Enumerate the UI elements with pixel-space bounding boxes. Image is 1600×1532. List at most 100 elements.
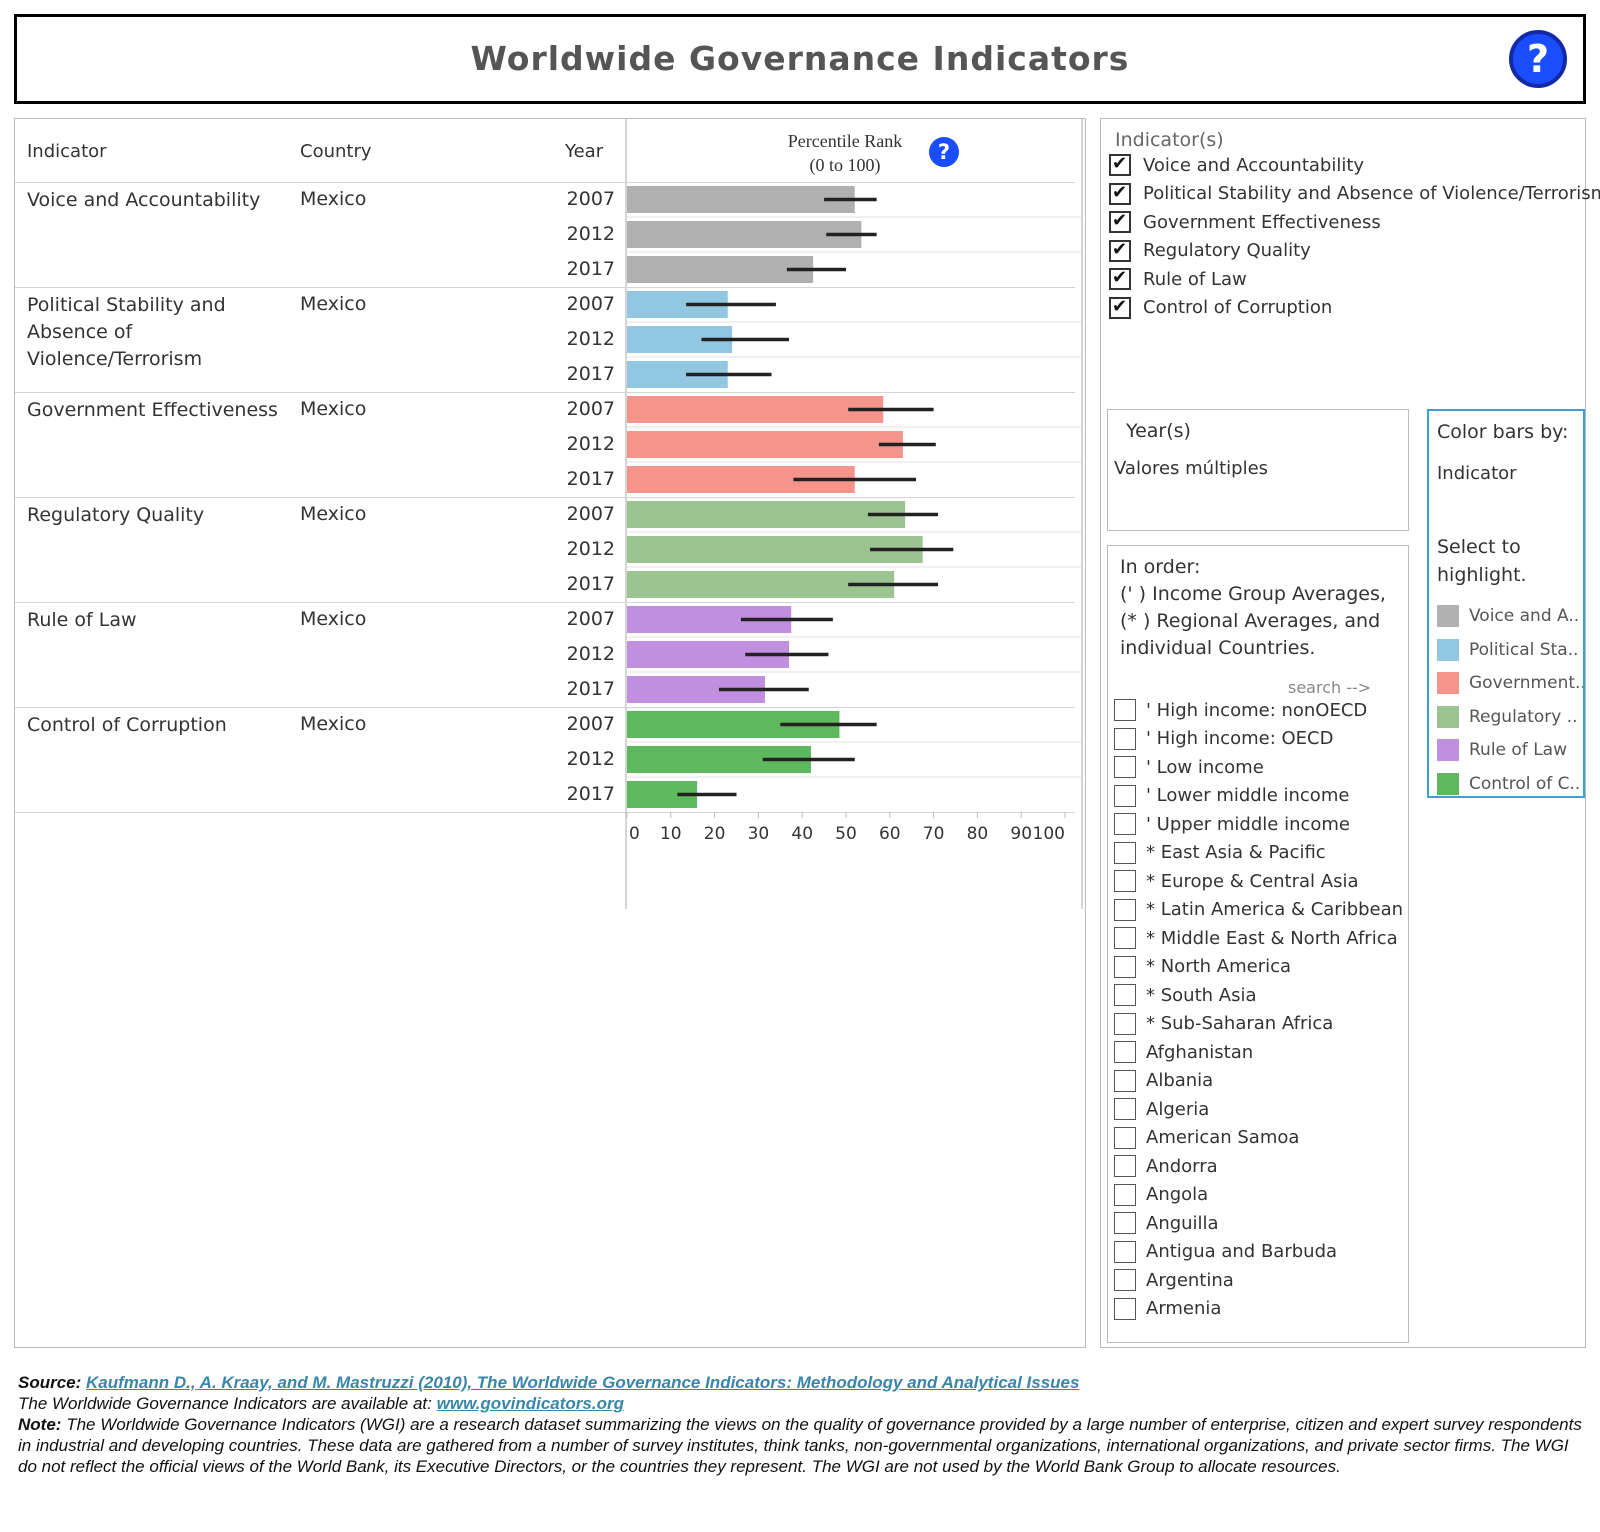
years-filter-value[interactable]: Valores múltiples	[1114, 458, 1269, 479]
checkbox[interactable]	[1114, 870, 1136, 892]
checkbox[interactable]	[1114, 1269, 1136, 1291]
legend-item[interactable]: Regulatory ..	[1437, 704, 1578, 730]
indicator-option[interactable]: Voice and Accountability	[1109, 151, 1364, 179]
checkbox[interactable]	[1114, 1183, 1136, 1206]
country-option[interactable]: * Latin America & Caribbean	[1114, 896, 1403, 924]
footer: Source: Kaufmann D., A. Kraay, and M. Ma…	[18, 1372, 1588, 1477]
checkbox[interactable]	[1114, 813, 1136, 835]
bar[interactable]	[627, 501, 906, 528]
country-option-label: * North America	[1146, 956, 1292, 977]
checkbox[interactable]	[1109, 239, 1131, 262]
country-option[interactable]: ' Upper middle income	[1114, 810, 1350, 838]
checkbox[interactable]	[1109, 267, 1131, 290]
country-option[interactable]: Armenia	[1114, 1295, 1221, 1323]
country-option-label: ' High income: nonOECD	[1146, 699, 1368, 721]
bar[interactable]	[627, 431, 903, 458]
axis-tick-label: 40	[791, 824, 813, 844]
country-option[interactable]: ' High income: nonOECD	[1114, 696, 1367, 724]
indicator-option[interactable]: Regulatory Quality	[1109, 237, 1311, 265]
country-option-label: American Samoa	[1146, 1127, 1300, 1148]
question-circle-icon[interactable]: ?	[1509, 30, 1567, 88]
country-option[interactable]: American Samoa	[1114, 1124, 1299, 1152]
axis-title-line2: (0 to 100)	[809, 155, 881, 175]
checkbox[interactable]	[1114, 1297, 1136, 1320]
country-option[interactable]: Anguilla	[1114, 1209, 1219, 1237]
bar[interactable]	[627, 221, 862, 248]
search-link[interactable]: search -->	[1288, 678, 1372, 697]
country-option[interactable]: Albania	[1114, 1067, 1213, 1095]
checkbox[interactable]	[1114, 1212, 1136, 1234]
country-option[interactable]: Afghanistan	[1114, 1038, 1253, 1066]
country-option[interactable]: * Sub-Saharan Africa	[1114, 1010, 1333, 1038]
checkbox[interactable]	[1114, 1126, 1136, 1149]
checkbox[interactable]	[1109, 153, 1131, 176]
indicator-name: Government Effectiveness	[27, 399, 278, 421]
checkbox[interactable]	[1109, 296, 1131, 319]
source-link[interactable]: Kaufmann D., A. Kraay, and M. Mastruzzi …	[86, 1373, 1080, 1392]
app-title: Worldwide Governance Indicators	[470, 39, 1130, 78]
bar[interactable]	[627, 186, 855, 213]
checkbox[interactable]	[1114, 1041, 1136, 1063]
country-option-label: ' Upper middle income	[1146, 813, 1351, 835]
checkbox[interactable]	[1114, 756, 1136, 778]
indicator-option-label: Rule of Law	[1143, 268, 1247, 290]
checkbox[interactable]	[1109, 210, 1131, 233]
year-label: 2017	[566, 678, 615, 700]
bar[interactable]	[627, 396, 884, 423]
note-label: Note:	[18, 1415, 62, 1434]
checkbox[interactable]	[1114, 841, 1136, 864]
indicator-name: Rule of Law	[27, 609, 137, 631]
checkbox[interactable]	[1114, 1155, 1136, 1177]
country-option[interactable]: ' High income: OECD	[1114, 725, 1333, 753]
legend-item[interactable]: Voice and A..	[1437, 603, 1579, 629]
country-option[interactable]: * East Asia & Pacific	[1114, 839, 1326, 867]
checkbox[interactable]	[1114, 1012, 1136, 1035]
year-label: 2017	[566, 258, 615, 280]
available-text: The Worldwide Governance Indicators are …	[18, 1394, 432, 1413]
checkbox[interactable]	[1114, 927, 1136, 949]
indicator-option[interactable]: Government Effectiveness	[1109, 208, 1381, 236]
legend-item[interactable]: Government..	[1437, 670, 1583, 696]
checkbox[interactable]	[1109, 182, 1131, 205]
checkbox[interactable]	[1114, 955, 1136, 978]
axis-tick-label: 0	[629, 824, 640, 844]
country-option[interactable]: * South Asia	[1114, 981, 1256, 1009]
checkbox[interactable]	[1114, 727, 1136, 750]
checkbox[interactable]	[1114, 1069, 1136, 1092]
country-option[interactable]: * Middle East & North Africa	[1114, 924, 1398, 952]
footer-available-line: The Worldwide Governance Indicators are …	[18, 1393, 1588, 1414]
year-label: 2012	[566, 748, 615, 770]
color-legend: Color bars by: Indicator Select to highl…	[1427, 409, 1585, 798]
country-option[interactable]: Argentina	[1114, 1266, 1234, 1294]
legend-item[interactable]: Rule of Law	[1437, 737, 1567, 763]
years-filter[interactable]: Year(s) Valores múltiples	[1107, 409, 1409, 531]
country-option-label: Argentina	[1146, 1269, 1234, 1291]
country-option[interactable]: Andorra	[1114, 1152, 1218, 1180]
indicator-option[interactable]: Rule of Law	[1109, 265, 1247, 293]
country-option[interactable]: ' Lower middle income	[1114, 782, 1349, 810]
checkbox[interactable]	[1114, 984, 1136, 1006]
checkbox[interactable]	[1114, 1098, 1136, 1120]
checkbox[interactable]	[1114, 699, 1136, 721]
filter-panel: Indicator(s) Voice and Accountability Pol…	[1100, 118, 1600, 1348]
country-option[interactable]: ' Low income	[1114, 753, 1264, 781]
checkbox[interactable]	[1114, 784, 1136, 807]
indicator-option[interactable]: Control of Corruption	[1109, 294, 1332, 322]
axis-help-icon[interactable]: ?	[929, 137, 959, 167]
highlight-note: Select to highlight.	[1437, 536, 1527, 586]
legend-item[interactable]: Control of C..	[1437, 771, 1580, 797]
country-filter: In order: (' ) Income Group Averages, (* )…	[1107, 545, 1409, 1343]
checkbox[interactable]	[1114, 898, 1136, 921]
country-option[interactable]: * Europe & Central Asia	[1114, 867, 1358, 895]
country-option[interactable]: Angola	[1114, 1181, 1208, 1209]
indicator-option[interactable]: Political Stability and Absence of Viole…	[1109, 180, 1600, 208]
country-option[interactable]: Algeria	[1114, 1095, 1209, 1123]
country-option-label: ' High income: OECD	[1146, 728, 1334, 749]
indicator-name: Political Stability and Absence of Viole…	[27, 294, 226, 370]
country-option[interactable]: * North America	[1114, 953, 1291, 981]
legend-item[interactable]: Political Sta..	[1437, 637, 1578, 663]
country-option[interactable]: Antigua and Barbuda	[1114, 1238, 1337, 1266]
checkbox[interactable]	[1114, 1240, 1136, 1263]
govindicators-link[interactable]: www.govindicators.org	[436, 1394, 624, 1413]
bar[interactable]	[627, 256, 814, 283]
